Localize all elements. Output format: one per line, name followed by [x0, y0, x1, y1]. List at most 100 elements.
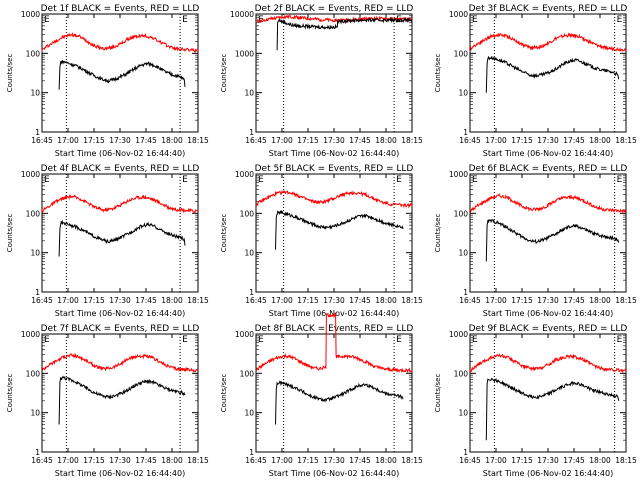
y-axis-label: Counts/sec	[6, 54, 14, 93]
y-tick-label: 1	[35, 128, 40, 137]
x-tick-label: 16:45	[459, 296, 481, 305]
chart-title: Det 5f BLACK = Events, RED = LLD	[255, 164, 414, 174]
y-tick-label: 100	[454, 369, 469, 378]
chart-title: Det 8f BLACK = Events, RED = LLD	[255, 324, 414, 334]
chart-title: Det 3f BLACK = Events, RED = LLD	[469, 4, 628, 14]
y-axis-label: Counts/sec	[434, 54, 442, 93]
x-tick-label: 17:45	[349, 296, 371, 305]
y-tick-label: 100	[26, 49, 41, 58]
x-tick-label: 17:45	[563, 136, 585, 145]
x-tick-label: 17:30	[323, 296, 345, 305]
x-tick-label: 18:00	[589, 296, 611, 305]
x-tick-label: 18:00	[589, 136, 611, 145]
x-axis-label: Start Time (06-Nov-02 16:44:40)	[55, 469, 185, 478]
x-tick-label: 17:15	[511, 456, 533, 465]
x-tick-label: 17:45	[135, 296, 157, 305]
x-axis-label: Start Time (06-Nov-02 16:44:40)	[55, 309, 185, 318]
event-marker-label: E	[396, 335, 402, 345]
x-tick-label: 17:45	[135, 136, 157, 145]
y-tick-label: 1000	[21, 170, 40, 179]
event-marker-label: E	[258, 335, 264, 345]
event-marker-label: E	[617, 175, 623, 185]
y-tick-label: 10	[458, 249, 468, 258]
panel-det-5: Det 5f BLACK = Events, RED = LLD Start Ti…	[220, 164, 423, 318]
y-tick-label: 10	[244, 409, 254, 418]
x-tick-label: 17:00	[57, 136, 79, 145]
y-tick-label: 1000	[235, 170, 254, 179]
chart-title: Det 6f BLACK = Events, RED = LLD	[469, 164, 628, 174]
y-axis-label: Counts/sec	[220, 214, 228, 253]
x-tick-label: 17:00	[271, 296, 293, 305]
x-axis-label: Start Time (06-Nov-02 16:44:40)	[269, 149, 399, 158]
panel-det-1: Det 1f BLACK = Events, RED = LLD Start Ti…	[6, 4, 209, 158]
y-tick-label: 1	[463, 448, 468, 457]
chart-title: Det 1f BLACK = Events, RED = LLD	[41, 4, 200, 14]
panel-det-7: Det 7f BLACK = Events, RED = LLD Start Ti…	[6, 324, 209, 478]
x-tick-label: 16:45	[459, 456, 481, 465]
x-axis-label: Start Time (06-Nov-02 16:44:40)	[483, 149, 613, 158]
chart-title: Det 4f BLACK = Events, RED = LLD	[41, 164, 200, 174]
y-tick-label: 100	[240, 369, 255, 378]
panel-det-9: Det 9f BLACK = Events, RED = LLD Start Ti…	[434, 324, 637, 478]
x-tick-label: 17:15	[511, 296, 533, 305]
plot-frame	[469, 13, 627, 133]
x-tick-label: 16:45	[245, 296, 267, 305]
lld-series-line	[41, 352, 199, 373]
y-tick-label: 1	[249, 448, 254, 457]
event-marker-label: E	[258, 15, 264, 25]
x-tick-label: 17:45	[563, 456, 585, 465]
x-tick-label: 17:15	[83, 296, 105, 305]
events-series-line	[58, 375, 186, 425]
x-tick-label: 18:00	[375, 296, 397, 305]
plot-frame	[41, 173, 199, 293]
x-tick-label: 18:15	[401, 296, 423, 305]
lld-series-line	[41, 194, 199, 214]
x-tick-label: 17:30	[537, 136, 559, 145]
chart-title: Det 9f BLACK = Events, RED = LLD	[469, 324, 628, 334]
panel-det-2: Det 2f BLACK = Events, RED = LLD Start Ti…	[220, 4, 423, 158]
event-marker-label: E	[617, 335, 623, 345]
x-tick-label: 17:30	[323, 136, 345, 145]
x-tick-label: 16:45	[31, 456, 53, 465]
event-marker-label: E	[44, 335, 50, 345]
chart-title: Det 2f BLACK = Events, RED = LLD	[255, 4, 414, 14]
x-axis-label: Start Time (06-Nov-02 16:44:40)	[483, 309, 613, 318]
x-tick-label: 17:30	[537, 456, 559, 465]
x-tick-label: 18:00	[161, 136, 183, 145]
x-tick-label: 17:30	[323, 456, 345, 465]
x-tick-label: 18:00	[161, 456, 183, 465]
y-tick-label: 10000	[230, 10, 254, 19]
x-tick-label: 17:30	[537, 296, 559, 305]
panel-det-6: Det 6f BLACK = Events, RED = LLD Start Ti…	[434, 164, 637, 318]
x-tick-label: 17:15	[297, 136, 319, 145]
x-tick-label: 17:00	[485, 136, 507, 145]
x-tick-label: 16:45	[245, 136, 267, 145]
x-tick-label: 18:00	[161, 296, 183, 305]
y-tick-label: 10	[244, 89, 254, 98]
event-marker-label: E	[472, 15, 478, 25]
events-series-line	[485, 55, 620, 93]
y-axis-label: Counts/sec	[220, 374, 228, 413]
event-marker-label: E	[617, 15, 623, 25]
x-tick-label: 17:30	[109, 296, 131, 305]
y-tick-label: 10	[30, 89, 40, 98]
y-tick-label: 1000	[235, 330, 254, 339]
events-series-line	[276, 16, 413, 51]
lld-series-line	[255, 189, 413, 209]
events-series-line	[275, 380, 404, 425]
x-tick-label: 18:15	[187, 456, 209, 465]
y-tick-label: 1000	[235, 49, 254, 58]
y-tick-label: 1	[463, 128, 468, 137]
event-marker-label: E	[182, 15, 188, 25]
y-tick-label: 100	[26, 369, 41, 378]
chart-title: Det 7f BLACK = Events, RED = LLD	[41, 324, 200, 334]
x-axis-label: Start Time (06-Nov-02 16:44:40)	[269, 309, 399, 318]
panel-det-4: Det 4f BLACK = Events, RED = LLD Start Ti…	[6, 164, 209, 318]
event-marker-label: E	[182, 335, 188, 345]
x-tick-label: 17:00	[271, 456, 293, 465]
y-tick-label: 10	[458, 409, 468, 418]
x-tick-label: 18:15	[187, 136, 209, 145]
x-tick-label: 18:00	[375, 456, 397, 465]
x-tick-label: 17:30	[109, 136, 131, 145]
